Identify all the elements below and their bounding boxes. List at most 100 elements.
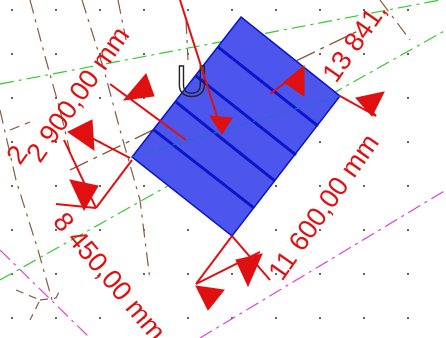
grid-dot <box>319 9 321 11</box>
block-divider-1 <box>217 45 319 128</box>
grid-dot <box>55 185 57 187</box>
view-label: U <box>176 57 208 106</box>
grid-dot <box>99 273 101 275</box>
grid-dot <box>99 185 101 187</box>
grid-dot <box>187 317 189 319</box>
grid-dot <box>187 9 189 11</box>
block-divider-lines <box>153 45 319 210</box>
grid-dot <box>363 185 365 187</box>
grid-dot <box>407 229 409 231</box>
grid-dot <box>407 185 409 187</box>
grid-dot <box>11 229 13 231</box>
grid-dot <box>11 141 13 143</box>
grid-dot <box>11 317 13 319</box>
dim-line-left-ext <box>95 159 133 209</box>
boundary-line-5 <box>185 19 189 61</box>
grid-dot <box>99 97 101 99</box>
grid-dot <box>275 229 277 231</box>
boundary-line-4 <box>117 0 127 41</box>
grid-dot <box>99 317 101 319</box>
grid-dot <box>55 141 57 143</box>
block-divider-3 <box>175 100 276 183</box>
grid-dot <box>143 9 145 11</box>
boundary-line-8 <box>379 0 411 41</box>
grid-dot <box>231 273 233 275</box>
magenta-guide-2 <box>199 189 446 338</box>
grid-dot <box>275 273 277 275</box>
grid-dot <box>11 97 13 99</box>
grid-dot <box>187 273 189 275</box>
grid-dot <box>275 9 277 11</box>
grid-dot <box>99 229 101 231</box>
arrow-bottom-left <box>195 285 225 311</box>
block-divider-4 <box>153 128 255 210</box>
magenta-guide-1 <box>0 249 91 338</box>
boundary-line-10 <box>9 121 31 131</box>
dimension-lines <box>55 0 377 285</box>
boundary-line-3 <box>81 0 151 281</box>
grid-dot <box>319 141 321 143</box>
grid-dot <box>319 185 321 187</box>
grid-dot <box>99 9 101 11</box>
grid-dot <box>99 53 101 55</box>
grid-dot <box>407 97 409 99</box>
grid-dot <box>275 185 277 187</box>
grid-dot <box>55 317 57 319</box>
grid-dot <box>407 53 409 55</box>
grid-dot <box>187 229 189 231</box>
dim-line-bottom <box>195 235 233 285</box>
dim-line-8450 <box>55 203 97 209</box>
grid-dot <box>55 97 57 99</box>
arrow-leader <box>209 115 233 135</box>
grid-dot <box>55 53 57 55</box>
green-guide-1 <box>0 0 441 85</box>
grid-dot <box>55 9 57 11</box>
grid-dot <box>319 229 321 231</box>
boundary-line-2 <box>29 0 73 161</box>
grid-dot <box>11 53 13 55</box>
boundary-line-6 <box>39 289 61 301</box>
arrow-right <box>355 91 385 117</box>
grid-dot <box>319 273 321 275</box>
grid-dot <box>363 273 365 275</box>
grid-dot <box>363 141 365 143</box>
arrow-top <box>122 73 155 101</box>
dimension-arrows <box>67 64 385 311</box>
grid-dot <box>143 185 145 187</box>
grid-dot <box>275 317 277 319</box>
boundary-line-1 <box>0 109 53 301</box>
grid-dot <box>407 9 409 11</box>
grid-dot <box>407 141 409 143</box>
grid-dot <box>363 53 365 55</box>
arrow-right-top <box>283 64 305 97</box>
grid-dot <box>363 317 365 319</box>
grid-dot <box>55 229 57 231</box>
grid-dot <box>231 9 233 11</box>
magenta-guides <box>0 189 446 338</box>
grid-dot <box>143 53 145 55</box>
grid-dot <box>319 317 321 319</box>
building-block[interactable] <box>130 15 342 238</box>
grid-dot <box>11 9 13 11</box>
grid-dot <box>319 53 321 55</box>
block-divider-2 <box>195 74 297 157</box>
leader-arrow-line <box>179 0 223 133</box>
grid-dot <box>55 273 57 275</box>
grid-dot <box>143 317 145 319</box>
grid-dot <box>363 229 365 231</box>
dim-line-top <box>109 83 187 141</box>
dim-label-top-right: 13 841, <box>316 0 392 87</box>
dim-label-left-lower: 8 450,00 mm <box>47 207 171 338</box>
grid-dot <box>407 273 409 275</box>
arrow-left-bottom <box>69 179 99 212</box>
grid-dot <box>363 9 365 11</box>
boundary-line-7 <box>15 289 41 321</box>
block-axis-line <box>131 95 341 158</box>
dim-label-top-width: 2 900,00 mm <box>20 21 135 167</box>
grid-dot <box>11 185 13 187</box>
grid-dot <box>407 317 409 319</box>
grid-dot <box>143 273 145 275</box>
arrow-left-top <box>67 119 95 152</box>
arrow-bottom-right <box>235 253 263 288</box>
